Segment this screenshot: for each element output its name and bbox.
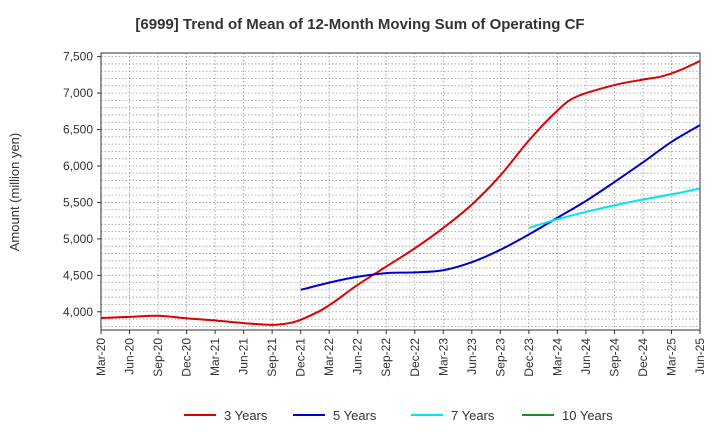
y-tick-label: 7,500 bbox=[63, 50, 93, 64]
x-tick-label: Sep-20 bbox=[151, 338, 165, 377]
y-tick-label: 6,500 bbox=[63, 123, 93, 137]
x-tick-label: Jun-23 bbox=[465, 338, 479, 375]
x-tick-label: Sep-22 bbox=[379, 338, 393, 377]
legend: 3 Years 5 Years 7 Years 10 Years bbox=[184, 408, 613, 423]
grid bbox=[100, 53, 701, 330]
legend-label-3-years: 3 Years bbox=[224, 408, 268, 423]
y-tick-label: 5,000 bbox=[63, 232, 93, 246]
x-tick-label: Dec-23 bbox=[522, 338, 536, 377]
series-lines bbox=[100, 60, 701, 326]
x-tick-label: Sep-23 bbox=[493, 338, 507, 377]
y-axis-ticks: 4,000 4,500 5,000 5,500 6,000 6,500 7,000 7,500 bbox=[63, 50, 101, 319]
y-tick-label: 7,000 bbox=[63, 86, 93, 100]
x-tick-label: Jun-22 bbox=[351, 338, 365, 375]
chart-title: [6999] Trend of Mean of 12-Month Moving … bbox=[135, 16, 584, 33]
legend-label-5-years: 5 Years bbox=[333, 408, 377, 423]
legend-label-7-years: 7 Years bbox=[451, 408, 495, 423]
series-line-3-years bbox=[100, 60, 701, 326]
plot-frame bbox=[100, 52, 701, 331]
x-tick-label: Mar-20 bbox=[94, 338, 108, 376]
x-tick-label: Jun-25 bbox=[693, 338, 707, 375]
legend-label-10-years: 10 Years bbox=[562, 408, 613, 423]
x-tick-label: Jun-24 bbox=[579, 338, 593, 375]
x-tick-label: Jun-20 bbox=[123, 338, 137, 375]
x-tick-label: Mar-21 bbox=[208, 338, 222, 376]
x-tick-label: Jun-21 bbox=[237, 338, 251, 375]
y-tick-label: 4,000 bbox=[63, 305, 93, 319]
x-axis-ticks: Mar-20 Jun-20 Sep-20 Dec-20 Mar-21 Jun-21 Sep-… bbox=[94, 330, 707, 377]
y-axis-label: Amount (million yen) bbox=[7, 133, 22, 252]
y-tick-label: 4,500 bbox=[63, 268, 93, 282]
x-tick-label: Sep-21 bbox=[265, 338, 279, 377]
x-tick-label: Dec-20 bbox=[180, 338, 194, 377]
x-tick-label: Dec-21 bbox=[294, 338, 308, 377]
x-tick-label: Mar-22 bbox=[322, 338, 336, 376]
x-tick-label: Dec-22 bbox=[408, 338, 422, 377]
x-tick-label: Mar-25 bbox=[664, 338, 678, 376]
y-tick-label: 6,000 bbox=[63, 159, 93, 173]
y-tick-label: 5,500 bbox=[63, 195, 93, 209]
x-tick-label: Dec-24 bbox=[636, 338, 650, 377]
x-tick-label: Mar-24 bbox=[550, 338, 564, 376]
series-line-7-years bbox=[528, 187, 701, 229]
series-line-5-years bbox=[300, 124, 701, 291]
x-tick-label: Mar-23 bbox=[436, 338, 450, 376]
x-tick-label: Sep-24 bbox=[607, 338, 621, 377]
